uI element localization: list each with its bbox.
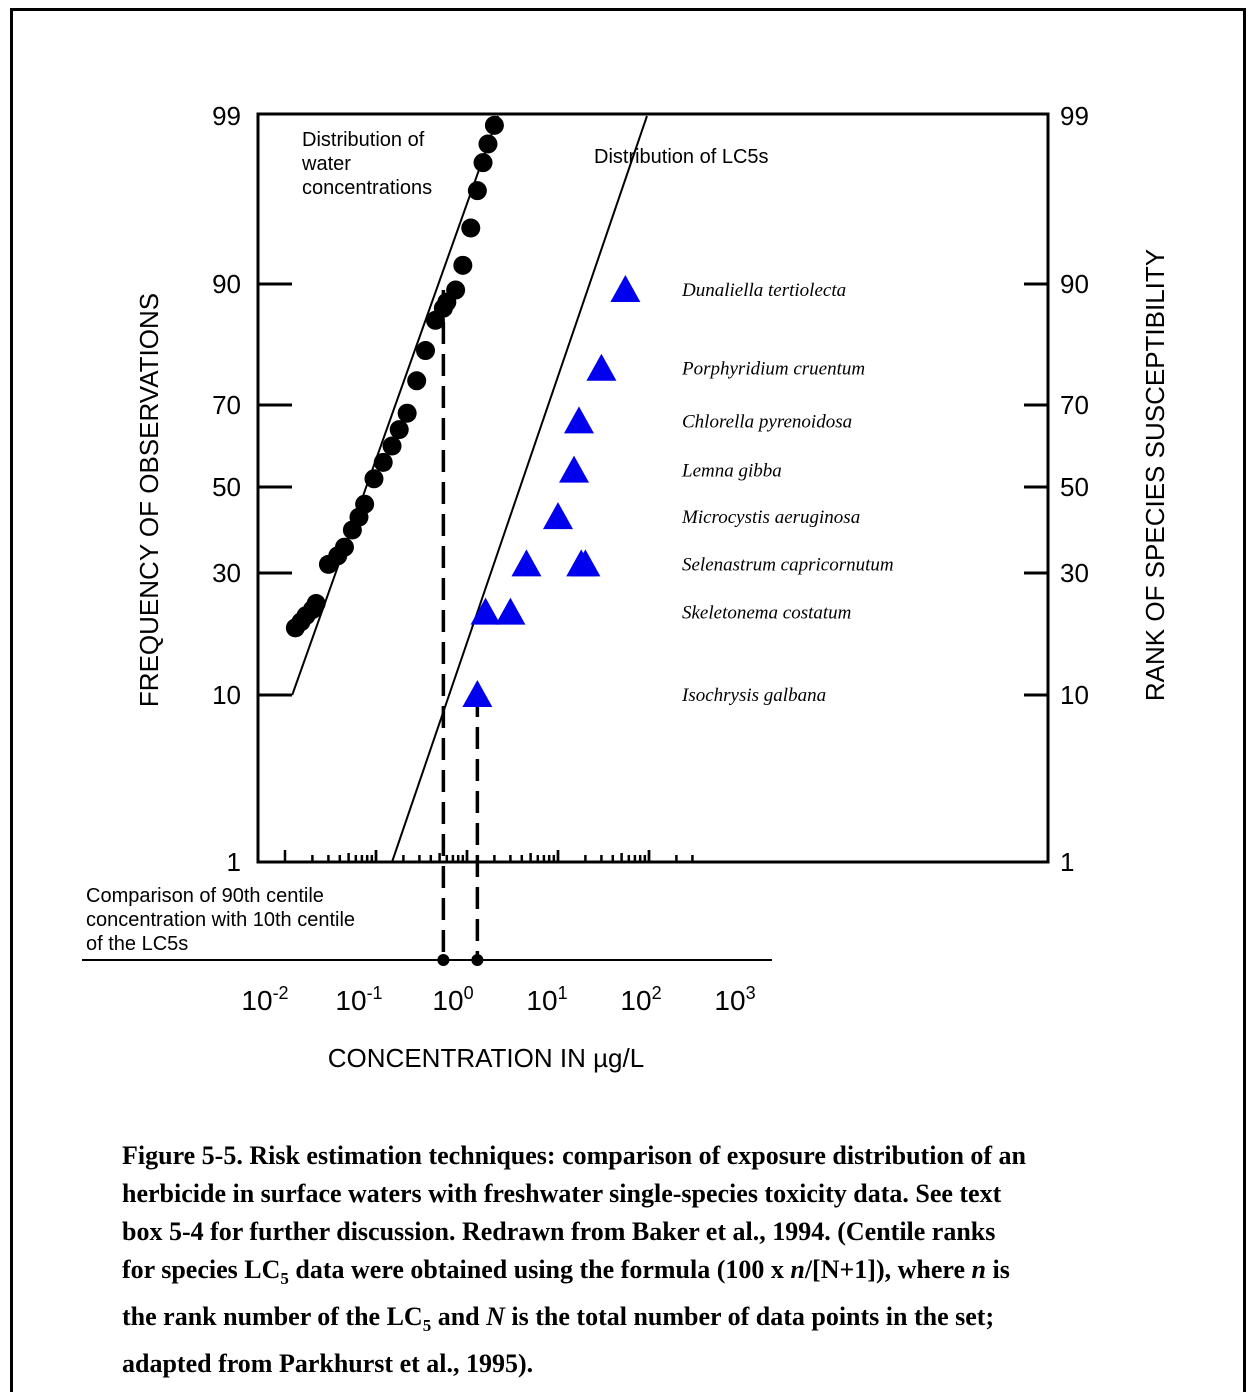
water-fit-line xyxy=(291,115,500,696)
water-distribution-label: water xyxy=(301,153,351,175)
caption-line: herbicide in surface waters with freshwa… xyxy=(122,1179,1002,1208)
lc5-triangle-point xyxy=(563,406,594,434)
species-label: Microcystis aeruginosa xyxy=(681,507,860,528)
lc5-triangle-point xyxy=(470,597,501,625)
water-concentration-point xyxy=(416,341,436,361)
lc5-triangle-point xyxy=(511,549,542,577)
caption-line: for species LC5 data were obtained using… xyxy=(122,1255,1010,1289)
species-label: Lemna gibba xyxy=(681,461,782,482)
water-concentration-point xyxy=(484,115,504,135)
figure-caption: Figure 5-5. Risk estimation techniques: … xyxy=(122,1137,1222,1383)
y-tick-label-right: 50 xyxy=(1060,472,1089,502)
y-tick-label-left: 90 xyxy=(212,269,241,299)
water-concentration-point xyxy=(373,452,393,472)
water-concentration-point xyxy=(334,537,354,557)
lc5-triangle-point xyxy=(495,597,526,625)
x-tick-label: 102 xyxy=(620,983,661,1016)
species-label: Skeletonema costatum xyxy=(682,603,851,624)
y-tick-label-left: 1 xyxy=(227,847,241,877)
species-label: Selenastrum capricornutum xyxy=(682,554,894,575)
water-concentration-point xyxy=(467,181,487,201)
plot-area xyxy=(256,112,1050,864)
species-label: Dunaliella tertiolecta xyxy=(681,280,846,301)
species-label: Chlorella pyrenoidosa xyxy=(682,411,852,432)
lc5-distribution-label: Distribution of LC5s xyxy=(594,146,769,168)
caption-line: box 5-4 for further discussion. Redrawn … xyxy=(122,1217,996,1246)
water-distribution-label: concentrations xyxy=(302,177,432,199)
water-concentration-point xyxy=(397,403,417,423)
water-concentration-point xyxy=(306,594,326,613)
y-tick-label-left: 99 xyxy=(212,101,241,131)
species-label: Isochrysis galbana xyxy=(681,685,826,706)
lc5-triangle-point xyxy=(559,455,590,483)
y-tick-label-right: 90 xyxy=(1060,269,1089,299)
water-concentration-point xyxy=(355,494,375,514)
x-tick-label: 100 xyxy=(432,983,473,1016)
y-tick-label-right: 70 xyxy=(1060,390,1089,420)
annotations: Isochrysis galbana Skeletonema costatum Se… xyxy=(86,129,894,955)
x-tick-labels: 10-2 10-1 100 101 102 103 xyxy=(241,983,755,1016)
water-distribution-label: Distribution of xyxy=(302,129,425,151)
lc5-triangle-point xyxy=(543,502,573,530)
water-concentration-point xyxy=(461,218,481,238)
lc5-triangle-point xyxy=(462,680,493,707)
x-tick-label: 101 xyxy=(526,983,567,1016)
water-concentration-point xyxy=(473,153,493,173)
x-tick-label: 10-1 xyxy=(335,983,382,1016)
y-tick-label-left: 30 xyxy=(212,558,241,588)
y-tick-label-right: 99 xyxy=(1060,101,1089,131)
lc5-triangle-point xyxy=(570,549,601,577)
water-concentration-point xyxy=(364,469,384,489)
species-label: Porphyridium cruentum xyxy=(681,359,865,380)
y-ticks-right: 1 10 30 50 70 90 99 xyxy=(1024,101,1089,877)
comparison-label: concentration with 10th centile xyxy=(86,909,355,931)
water-concentration-point xyxy=(446,280,466,300)
caption-line: Figure 5-5. Risk estimation techniques: … xyxy=(122,1141,1027,1170)
fit-lines xyxy=(291,115,648,863)
caption-line: the rank number of the LC5 and N is the … xyxy=(122,1302,995,1336)
lc5-triangle-point xyxy=(610,275,641,303)
y-tick-label-right: 10 xyxy=(1060,680,1089,710)
water-concentration-point xyxy=(382,436,402,456)
water-concentration-point xyxy=(478,134,498,154)
caption-line: adapted from Parkhurst et al., 1995). xyxy=(122,1349,534,1379)
y-axis-title-right: RANK OF SPECIES SUSCEPTIBILITY xyxy=(1140,249,1170,701)
comparison-label: of the LC5s xyxy=(86,933,188,955)
water-concentration-point xyxy=(407,371,427,391)
y-ticks-left: 1 10 30 50 70 90 99 xyxy=(212,101,292,877)
y-tick-label-left: 50 xyxy=(212,472,241,502)
figure-chart: 1 10 30 50 70 90 99 1 10 30 50 70 90 99 Isochrysis g… xyxy=(82,101,1170,1073)
x-tick-label: 103 xyxy=(714,983,755,1016)
y-tick-label-right: 30 xyxy=(1060,558,1089,588)
y-tick-label-left: 10 xyxy=(212,680,241,710)
lc5-fit-line xyxy=(391,115,648,863)
comparison-label: Comparison of 90th centile xyxy=(86,885,324,907)
figure-frame xyxy=(10,8,1246,1392)
x-minor-ticks xyxy=(283,850,694,862)
y-tick-label-right: 1 xyxy=(1060,847,1074,877)
lc5-triangle-point xyxy=(586,353,617,381)
x-axis-title: CONCENTRATION IN µg/L xyxy=(328,1043,644,1073)
y-tick-label-left: 70 xyxy=(212,390,241,420)
comparison-dashed-lines xyxy=(437,290,484,966)
water-concentration-point xyxy=(453,255,473,275)
data-marks xyxy=(285,115,641,707)
x-tick-label: 10-2 xyxy=(241,983,288,1016)
water-concentration-point xyxy=(389,420,409,440)
y-axis-title-left: FREQUENCY OF OBSERVATIONS xyxy=(134,293,164,707)
